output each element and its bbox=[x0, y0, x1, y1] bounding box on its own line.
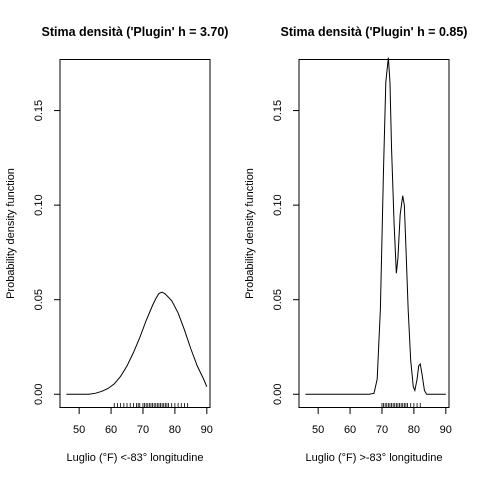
x-axis: 50 60 70 80 90 bbox=[73, 407, 213, 436]
x-axis-label: Luglio (°F) <-83° longitudine bbox=[67, 452, 204, 464]
x-axis: 50 60 70 80 90 bbox=[312, 407, 452, 436]
x-tick-label: 90 bbox=[201, 424, 213, 436]
x-tick-label: 50 bbox=[73, 424, 85, 436]
y-axis-label: Probability density function bbox=[244, 168, 256, 299]
density-curve bbox=[305, 57, 446, 395]
x-tick-label: 80 bbox=[408, 424, 420, 436]
rug-marks bbox=[381, 403, 421, 408]
y-tick-label: 0.00 bbox=[272, 384, 284, 405]
y-axis: 0.00 0.05 0.10 0.15 bbox=[33, 100, 61, 405]
x-tick-label: 60 bbox=[344, 424, 356, 436]
x-tick-label: 90 bbox=[440, 424, 452, 436]
y-tick-label: 0.05 bbox=[272, 289, 284, 310]
rug-marks bbox=[113, 403, 189, 408]
y-tick-label: 0.00 bbox=[33, 384, 45, 405]
y-axis-label: Probability density function bbox=[5, 168, 17, 299]
y-tick-label: 0.15 bbox=[272, 100, 284, 121]
density-curve bbox=[66, 291, 208, 395]
y-tick-label: 0.10 bbox=[272, 194, 284, 215]
x-tick-label: 70 bbox=[376, 424, 388, 436]
x-tick-label: 60 bbox=[105, 424, 117, 436]
y-tick-label: 0.15 bbox=[33, 100, 45, 121]
chart-panel-right: Stima densità ('Plugin' h = 0.85) 50 60 70… bbox=[244, 25, 467, 464]
chart-panel-left: Stima densità ('Plugin' h = 3.70) 50 60 70… bbox=[5, 25, 228, 464]
x-axis-label: Luglio (°F) >-83° longitudine bbox=[306, 452, 443, 464]
x-tick-label: 50 bbox=[312, 424, 324, 436]
y-tick-label: 0.05 bbox=[33, 289, 45, 310]
chart-title: Stima densità ('Plugin' h = 3.70) bbox=[42, 25, 229, 39]
x-tick-label: 80 bbox=[169, 424, 181, 436]
y-tick-label: 0.10 bbox=[33, 194, 45, 215]
chart-title: Stima densità ('Plugin' h = 0.85) bbox=[281, 25, 468, 39]
y-axis: 0.00 0.05 0.10 0.15 bbox=[272, 100, 300, 405]
x-tick-label: 70 bbox=[137, 424, 149, 436]
